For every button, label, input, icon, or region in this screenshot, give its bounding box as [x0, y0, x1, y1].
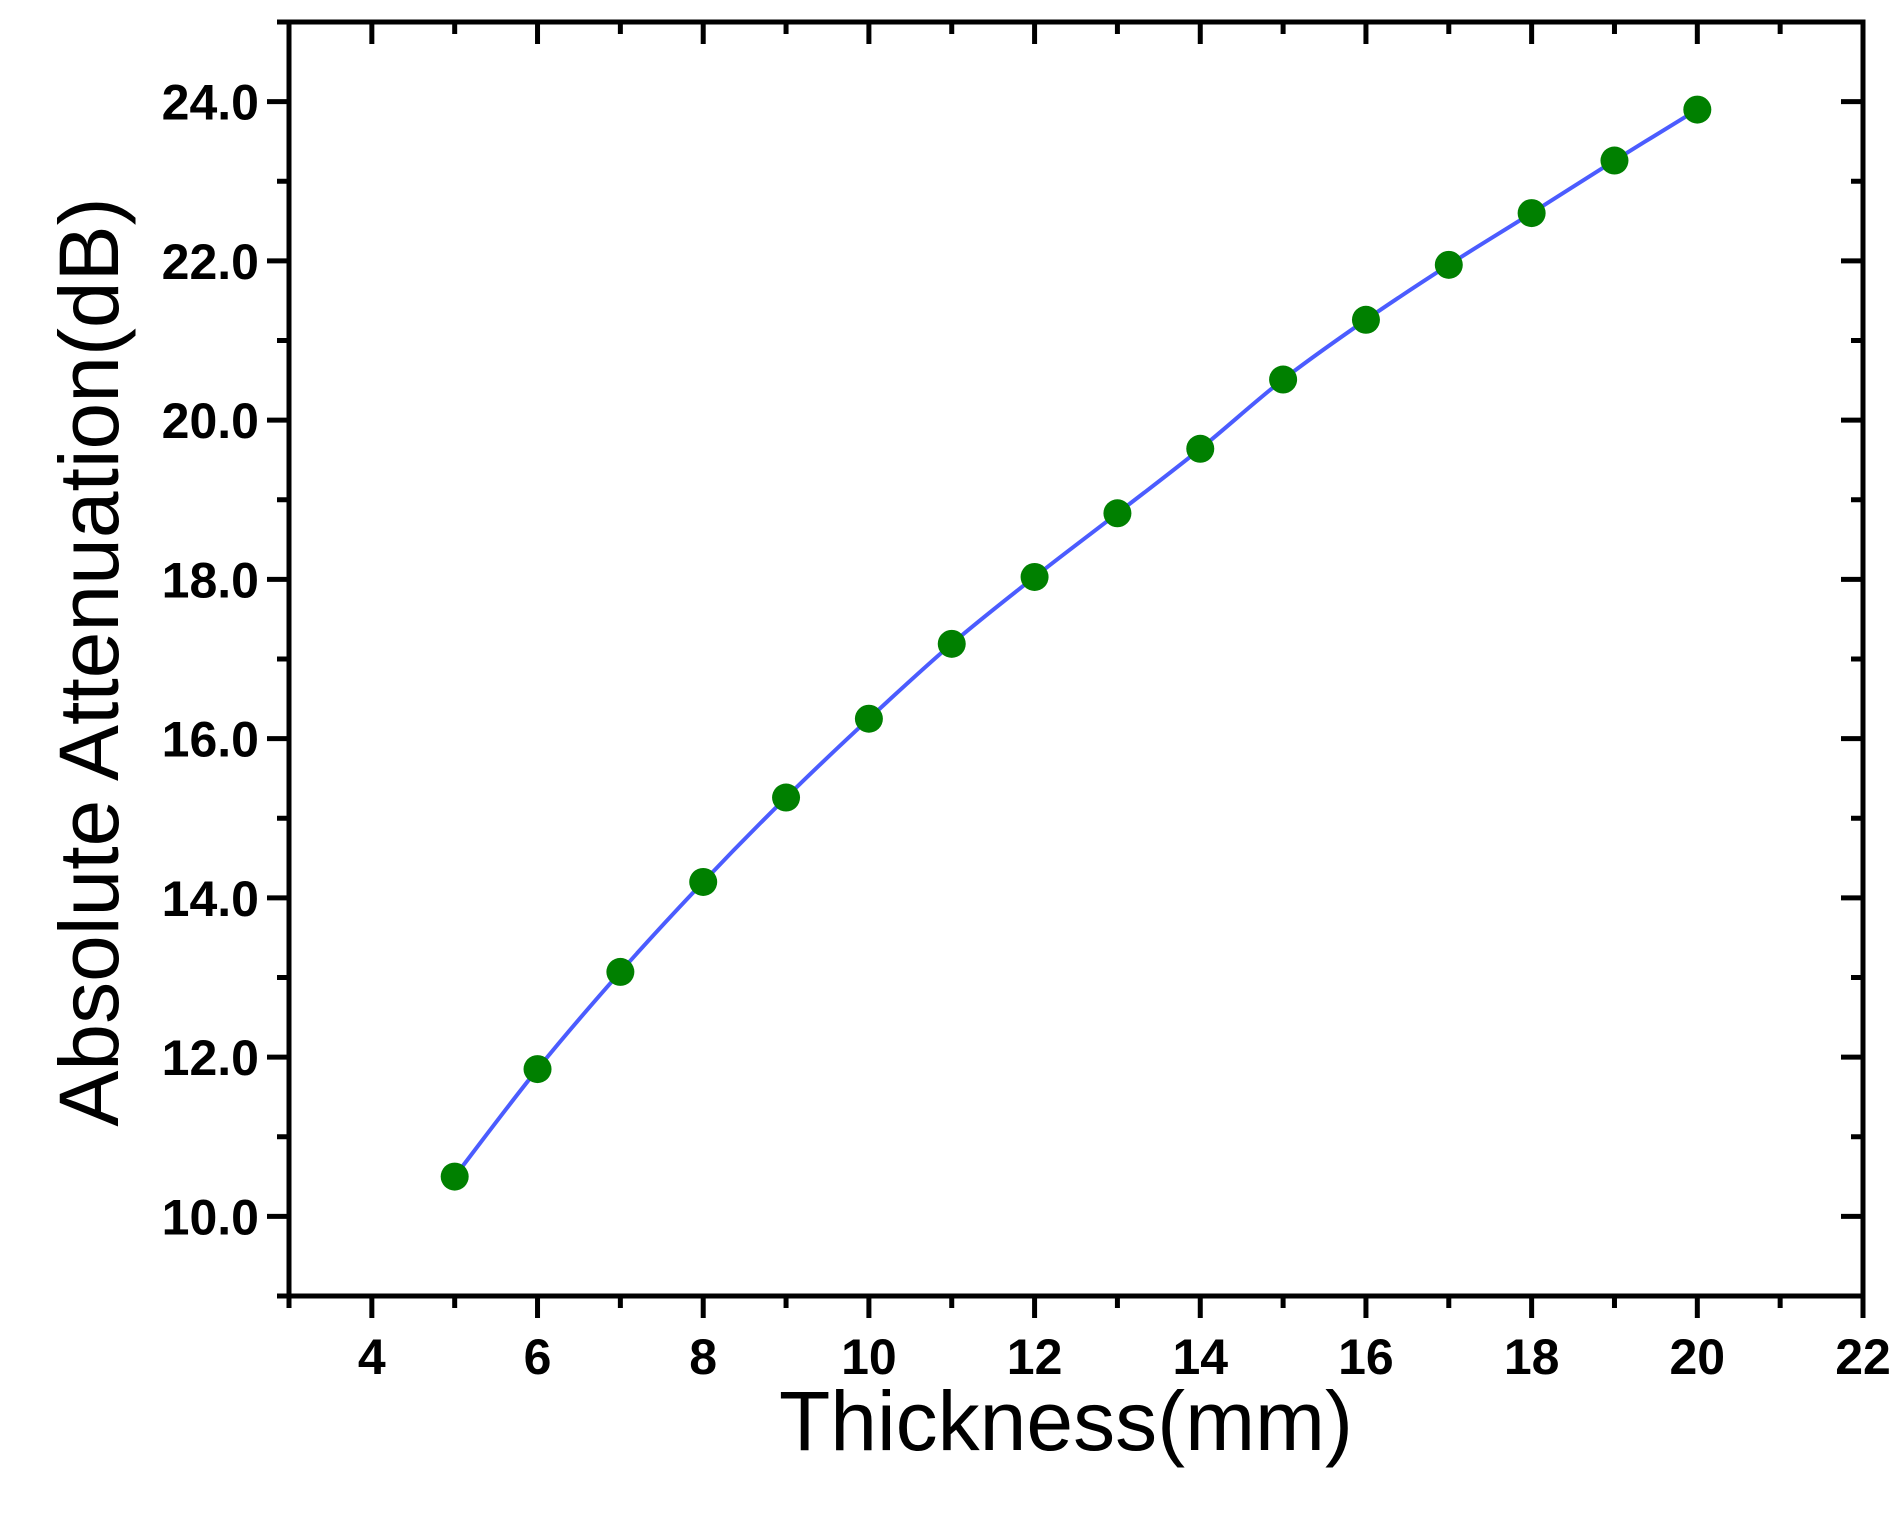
data-point: [1103, 499, 1132, 528]
x-tick-label: 16: [1338, 1329, 1394, 1385]
x-tick-label: 22: [1835, 1329, 1891, 1385]
data-point: [606, 957, 635, 986]
data-point: [689, 867, 718, 896]
x-tick-label: 6: [524, 1329, 552, 1385]
data-point: [523, 1055, 552, 1084]
y-tick-label: 20.0: [162, 393, 259, 449]
y-tick-label: 10.0: [162, 1189, 259, 1245]
series-layer: [440, 95, 1712, 1191]
data-point: [440, 1162, 469, 1191]
y-tick-label: 22.0: [162, 234, 259, 290]
data-point: [1683, 95, 1712, 124]
data-point: [772, 783, 801, 812]
data-point: [1351, 305, 1380, 334]
x-tick-label: 10: [841, 1329, 897, 1385]
axes-layer: 4 6 8 10 12 14 16 18 20 22 10.0 12.0 14.0 16.0 18.0 20.…: [162, 19, 1891, 1385]
x-tick-label: 12: [1007, 1329, 1063, 1385]
y-axis-title: Absolute Attenuation(dB): [42, 197, 136, 1126]
data-point: [1020, 562, 1049, 591]
data-point: [1434, 250, 1463, 279]
data-point: [1269, 365, 1298, 394]
x-tick-label: 4: [358, 1329, 386, 1385]
x-axis-title: Thickness(mm): [779, 1374, 1353, 1468]
y-tick-label: 14.0: [162, 871, 259, 927]
x-tick-label: 20: [1670, 1329, 1726, 1385]
data-point: [1517, 199, 1546, 228]
data-point: [937, 629, 966, 658]
x-tick-label: 14: [1172, 1329, 1228, 1385]
plot-frame: [286, 19, 1866, 1299]
x-tick-label: 8: [689, 1329, 717, 1385]
y-tick-label: 12.0: [162, 1030, 259, 1086]
y-tick-label: 24.0: [162, 75, 259, 131]
x-tick-label: 18: [1504, 1329, 1560, 1385]
y-tick-label: 18.0: [162, 552, 259, 608]
data-point: [1600, 146, 1629, 175]
data-point: [1186, 434, 1215, 463]
data-point: [854, 704, 883, 733]
series-line: [453, 107, 1699, 1178]
y-tick-label: 16.0: [162, 712, 259, 768]
